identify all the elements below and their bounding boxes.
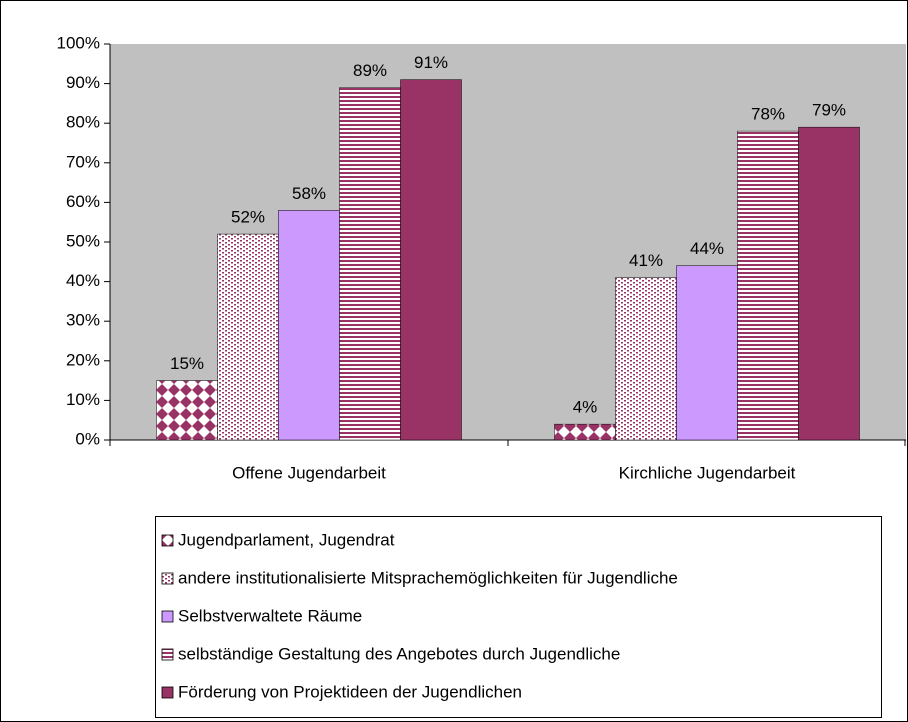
bar: [615, 277, 677, 441]
y-tick-label: 50%: [66, 231, 100, 250]
legend-label: andere institutionalisierte Mitsprachemö…: [178, 568, 678, 587]
legend-swatch: [161, 534, 174, 547]
y-tick-label: 60%: [66, 192, 100, 211]
y-tick-label: 30%: [66, 311, 100, 330]
legend-label: selbständige Gestaltung des Angebotes du…: [178, 644, 620, 663]
x-tick-label: Kirchliche Jugendarbeit: [619, 463, 796, 482]
y-tick-label: 0%: [75, 429, 100, 448]
bar: [339, 87, 401, 441]
x-tick-label: Offene Jugendarbeit: [232, 463, 386, 482]
bar: [156, 380, 218, 441]
bar: [400, 79, 462, 441]
value-label: 79%: [812, 101, 846, 120]
y-tick-label: 20%: [66, 350, 100, 369]
value-label: 4%: [573, 398, 598, 417]
legend-label: Förderung von Projektideen der Jugendlic…: [178, 682, 522, 701]
bar: [676, 265, 738, 441]
legend-label: Jugendparlament, Jugendrat: [178, 530, 395, 549]
value-label: 52%: [231, 208, 265, 227]
value-label: 41%: [629, 251, 663, 270]
value-label: 91%: [414, 53, 448, 72]
bar: [554, 423, 616, 441]
bar: [217, 233, 279, 441]
bar: [798, 126, 860, 441]
y-tick-label: 40%: [66, 271, 100, 290]
value-label: 44%: [690, 239, 724, 258]
legend-swatch: [161, 648, 174, 661]
value-label: 15%: [170, 354, 204, 373]
value-label: 58%: [292, 184, 326, 203]
legend-swatch: [161, 686, 174, 699]
value-label: 78%: [751, 105, 785, 124]
y-tick-label: 80%: [66, 113, 100, 132]
y-tick-label: 100%: [57, 33, 100, 52]
legend-swatch: [161, 610, 174, 623]
value-label: 89%: [353, 61, 387, 80]
y-tick-label: 10%: [66, 390, 100, 409]
legend-label: Selbstverwaltete Räume: [178, 606, 362, 625]
y-tick-label: 90%: [66, 73, 100, 92]
bar: [737, 130, 799, 441]
legend: [155, 516, 882, 718]
bar: [278, 210, 340, 441]
y-tick-label: 70%: [66, 152, 100, 171]
legend-swatch: [161, 572, 174, 585]
